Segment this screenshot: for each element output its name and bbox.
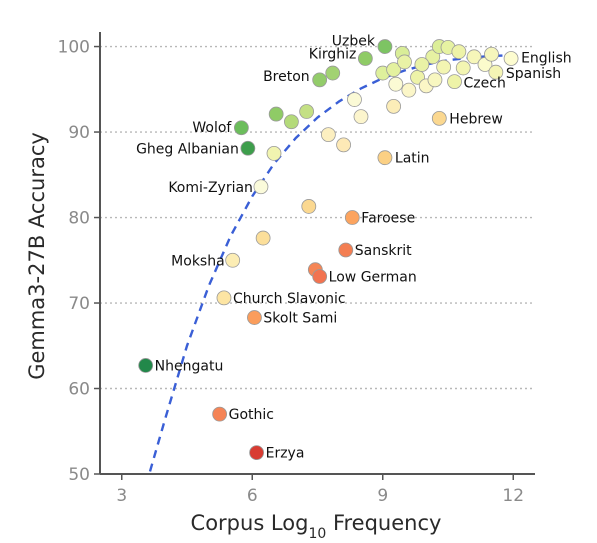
label-wolof: Wolof [192,120,232,136]
point-unlabeled-25 [451,44,467,60]
label-hebrew: Hebrew [449,111,503,127]
point-unlabeled-9 [336,137,352,153]
point-czech [447,74,462,89]
y-tick-label-80: 80 [68,209,90,229]
label-gothic: Gothic [229,407,274,423]
x-axis-title-part: Frequency [326,511,441,535]
label-komi-zyrian: Komi-Zyrian [168,180,253,196]
trend-line-layer [148,53,514,472]
label-low-german: Low German [329,270,417,286]
point-unlabeled-14 [386,62,402,78]
point-english [503,51,519,66]
point-unlabeled-5 [283,114,299,130]
point-unlabeled-3 [301,199,317,214]
point-unlabeled-7 [266,146,282,161]
point-unlabeled-27 [466,49,482,65]
point-gheg-albanian [240,140,256,156]
y-tick-label-70: 70 [68,294,90,314]
label-spanish: Spanish [506,66,561,82]
label-church-slavonic: Church Slavonic [233,291,346,307]
point-breton [312,72,328,88]
x-axis-title-subscript: 10 [308,526,326,542]
point-unlabeled-0 [325,65,341,81]
label-latin: Latin [395,151,430,167]
point-church-slavonic [216,290,232,306]
point-unlabeled-8 [320,127,336,143]
label-gheg-albanian: Gheg Albanian [136,141,239,157]
point-unlabeled-29 [484,46,499,62]
label-czech: Czech [464,76,506,92]
y-tick-label-90: 90 [68,123,90,143]
point-unlabeled-31 [414,57,430,72]
y-axis-title: Gemma3-27B Accuracy [25,132,49,380]
point-unlabeled-17 [388,76,404,92]
x-tick-label-12: 12 [502,486,524,506]
point-unlabeled-10 [347,92,362,107]
x-tick-label-9: 9 [377,486,388,506]
y-tick-label-50: 50 [68,465,90,485]
x-tick-label-3: 3 [116,486,127,506]
label-nhengatu: Nhengatu [155,358,224,374]
point-nhengatu [138,358,154,373]
x-axis-title: Corpus Log10 Frequency [191,511,442,542]
label-breton: Breton [263,69,310,85]
x-axis-title-part: Corpus Log [191,511,309,535]
point-latin [377,150,393,166]
point-kirghiz [357,51,373,66]
label-kirghiz: Kirghiz [309,47,357,63]
data-points [138,39,519,461]
label-faroese: Faroese [361,211,415,227]
y-tick-label-100: 100 [58,38,90,58]
point-erzya [249,445,265,461]
point-unlabeled-26 [455,60,471,76]
point-low-german [312,269,328,284]
point-komi-zyrian [253,179,269,195]
point-unlabeled-24 [436,59,452,75]
point-unlabeled-12 [386,98,402,114]
x-tick-label-6: 6 [247,486,258,506]
label-moksha: Moksha [171,253,225,269]
trend-line [148,53,514,472]
point-gothic [212,406,228,422]
grid-lines [100,45,535,390]
point-hebrew [431,110,447,126]
point-uzbek [377,39,393,54]
point-spanish [488,64,504,80]
point-sanskrit [338,242,354,258]
y-tick-label-60: 60 [68,380,90,400]
axis-titles: Corpus Log10 Frequency Gemma3-27B Accura… [25,132,441,542]
point-unlabeled-18 [401,82,417,98]
tick-labels: 50 60 70 80 90 100 3 6 9 12 [58,38,525,506]
axes [94,32,535,480]
point-unlabeled-4 [268,106,284,122]
point-skolt-sami [247,310,262,325]
label-erzya: Erzya [266,446,305,462]
label-skolt-sami: Skolt Sami [263,311,337,327]
point-moksha [225,252,241,268]
point-unlabeled-6 [299,104,315,119]
label-uzbek: Uzbek [332,34,376,50]
point-unlabeled-11 [353,109,369,125]
point-wolof [233,120,249,136]
point-unlabeled-16 [397,54,412,70]
point-unlabeled-2 [255,230,271,246]
point-unlabeled-30 [427,72,443,88]
label-sanskrit: Sanskrit [355,243,412,259]
point-faroese [344,210,360,225]
label-english: English [521,51,572,67]
